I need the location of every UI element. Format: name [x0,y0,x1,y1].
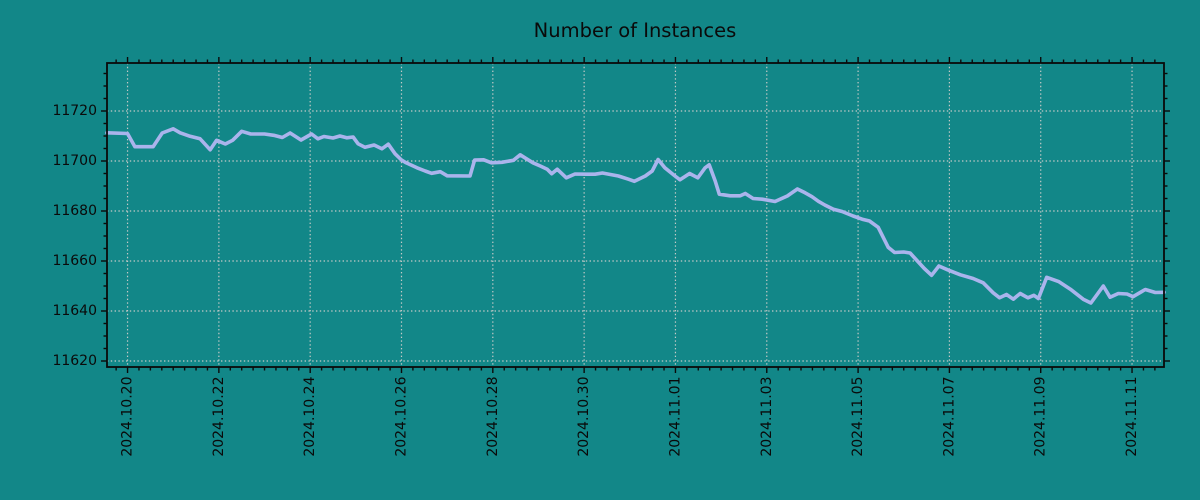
x-tick-label: 2024.10.20 [120,377,136,457]
axis-ticks [101,57,1170,373]
data-line [105,127,1166,305]
x-tick-label: 2024.10.30 [576,377,592,457]
y-tick-label: 11640 [52,303,97,319]
x-tick-label: 2024.10.28 [485,377,501,457]
y-tick-label: 11700 [52,153,97,169]
y-tick-label: 11620 [52,353,97,369]
y-tick-label: 11680 [52,203,97,219]
x-tick-label: 2024.11.05 [850,377,866,457]
plot-border [106,62,1165,368]
x-tick-label: 2024.11.11 [1124,377,1140,457]
chart-title: Number of Instances [534,19,737,42]
y-tick-label: 11720 [52,103,97,119]
y-axis-labels: 11620 11640 11660 11680 11700 11720 [52,103,97,369]
x-tick-label: 2024.11.03 [759,377,775,457]
x-tick-label: 2024.11.09 [1033,377,1049,457]
x-axis-labels: 2024.10.20 2024.10.22 2024.10.24 2024.10.26… [120,376,1140,456]
x-tick-label: 2024.10.24 [302,376,318,456]
x-tick-label: 2024.10.26 [393,376,409,456]
x-tick-label: 2024.11.01 [667,377,683,457]
x-tick-label: 2024.10.22 [211,377,227,457]
gridlines [107,63,1164,367]
y-tick-label: 11660 [52,253,97,269]
x-tick-label: 2024.11.07 [941,376,957,456]
